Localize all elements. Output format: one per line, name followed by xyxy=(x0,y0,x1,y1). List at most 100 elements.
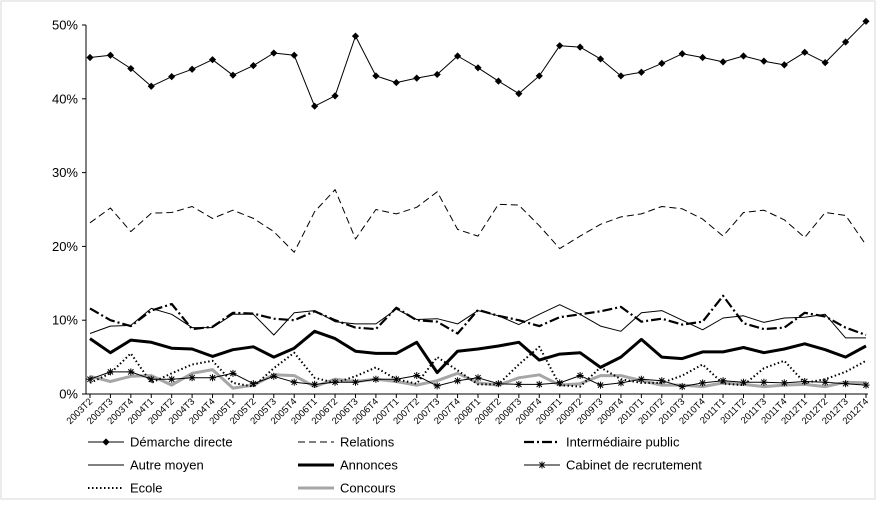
y-tick-label: 10% xyxy=(52,313,78,328)
y-tick-label: 40% xyxy=(52,91,78,106)
diamond-marker xyxy=(515,90,523,98)
legend-item-relations: Relations xyxy=(298,435,395,450)
diamond-marker xyxy=(351,32,360,40)
diamond-marker xyxy=(862,17,870,25)
diamond-marker xyxy=(188,65,196,73)
star-marker xyxy=(538,461,546,469)
series-relations xyxy=(89,189,867,253)
star-marker xyxy=(147,375,155,383)
series-ecole xyxy=(89,345,867,388)
diamond-marker xyxy=(494,77,503,85)
star-marker xyxy=(372,375,380,383)
diamond-marker xyxy=(453,52,462,60)
star-marker xyxy=(229,369,237,377)
legend-label: Concours xyxy=(340,481,396,496)
legend-label: Intermédiaire public xyxy=(566,435,680,450)
y-tick-label: 50% xyxy=(52,18,78,33)
legend: Démarche directe Relations Intermédiaire p… xyxy=(88,435,702,496)
legend-item-intermediaire-public: Intermédiaire public xyxy=(524,435,680,450)
star-marker xyxy=(801,377,809,385)
legend-label: Ecole xyxy=(130,481,163,496)
series-annonces xyxy=(89,329,867,375)
star-marker xyxy=(780,379,788,387)
star-marker xyxy=(331,378,339,386)
star-marker xyxy=(494,380,502,388)
diamond-marker xyxy=(719,58,727,66)
diamond-marker xyxy=(556,42,564,50)
star-marker xyxy=(433,382,441,390)
y-ticks: 0% 10% 20% 30% 40% 50% xyxy=(52,18,86,402)
diamond-marker xyxy=(841,38,850,46)
legend-item-annonces: Annonces xyxy=(298,458,398,473)
star-marker xyxy=(597,381,605,389)
y-tick-label: 30% xyxy=(52,165,78,180)
series-group xyxy=(86,17,870,391)
legend-label: Relations xyxy=(340,435,395,450)
star-marker xyxy=(556,379,564,387)
legend-label: Autre moyen xyxy=(130,458,204,473)
diamond-marker xyxy=(617,72,625,80)
diamond-marker xyxy=(86,53,94,62)
star-marker xyxy=(127,368,135,376)
legend-label: Annonces xyxy=(340,458,398,473)
diamond-marker xyxy=(106,51,115,59)
star-marker xyxy=(188,374,196,382)
star-marker xyxy=(699,379,707,387)
series-line xyxy=(89,329,867,375)
diamond-marker xyxy=(535,72,543,80)
star-marker xyxy=(637,375,645,383)
star-marker xyxy=(86,375,94,383)
star-marker xyxy=(658,377,666,385)
star-marker xyxy=(270,372,278,380)
series-concours xyxy=(89,368,867,390)
legend-item-concours: Concours xyxy=(298,481,396,496)
diamond-marker xyxy=(801,48,809,56)
star-marker xyxy=(106,368,114,376)
star-marker xyxy=(760,378,768,386)
star-marker xyxy=(515,380,523,388)
diamond-marker xyxy=(474,64,482,72)
diamond-marker xyxy=(127,64,135,73)
diamond-marker xyxy=(249,61,257,70)
star-marker xyxy=(678,383,686,391)
series-demarche-directe xyxy=(86,17,870,110)
star-marker xyxy=(168,375,176,383)
star-marker xyxy=(209,374,217,382)
diamond-marker xyxy=(372,72,380,80)
legend-item-ecole: Ecole xyxy=(88,481,163,496)
star-marker xyxy=(392,375,400,383)
legend-label: Démarche directe xyxy=(130,435,233,450)
diamond-marker xyxy=(311,102,319,110)
diamond-marker xyxy=(576,43,584,51)
star-marker xyxy=(862,381,870,389)
legend-item-autre-moyen: Autre moyen xyxy=(88,458,204,473)
diamond-marker xyxy=(270,49,278,57)
diamond-marker xyxy=(821,59,829,67)
star-marker xyxy=(576,372,584,380)
star-marker xyxy=(821,378,829,386)
star-marker xyxy=(311,380,319,388)
star-marker xyxy=(249,380,257,388)
series-cabinet-de-recrutement xyxy=(86,368,870,391)
legend-label: Cabinet de recrutement xyxy=(566,458,702,473)
y-tick-label: 20% xyxy=(52,239,78,254)
star-marker xyxy=(454,377,462,385)
star-marker xyxy=(290,378,298,386)
diamond-marker xyxy=(392,78,400,87)
diamond-marker xyxy=(331,92,339,100)
star-marker xyxy=(617,379,625,387)
star-marker xyxy=(351,378,359,386)
diamond-marker xyxy=(637,68,645,76)
series-line xyxy=(89,294,867,337)
legend-item-cabinet-de-recrutement: Cabinet de recrutement xyxy=(524,458,702,473)
diamond-marker xyxy=(678,50,686,58)
series-intermediaire-public xyxy=(89,294,867,337)
diamond-marker xyxy=(699,53,707,62)
diamond-marker xyxy=(739,52,748,60)
star-marker xyxy=(719,377,727,385)
diamond-marker xyxy=(596,55,605,63)
star-marker xyxy=(535,380,543,388)
